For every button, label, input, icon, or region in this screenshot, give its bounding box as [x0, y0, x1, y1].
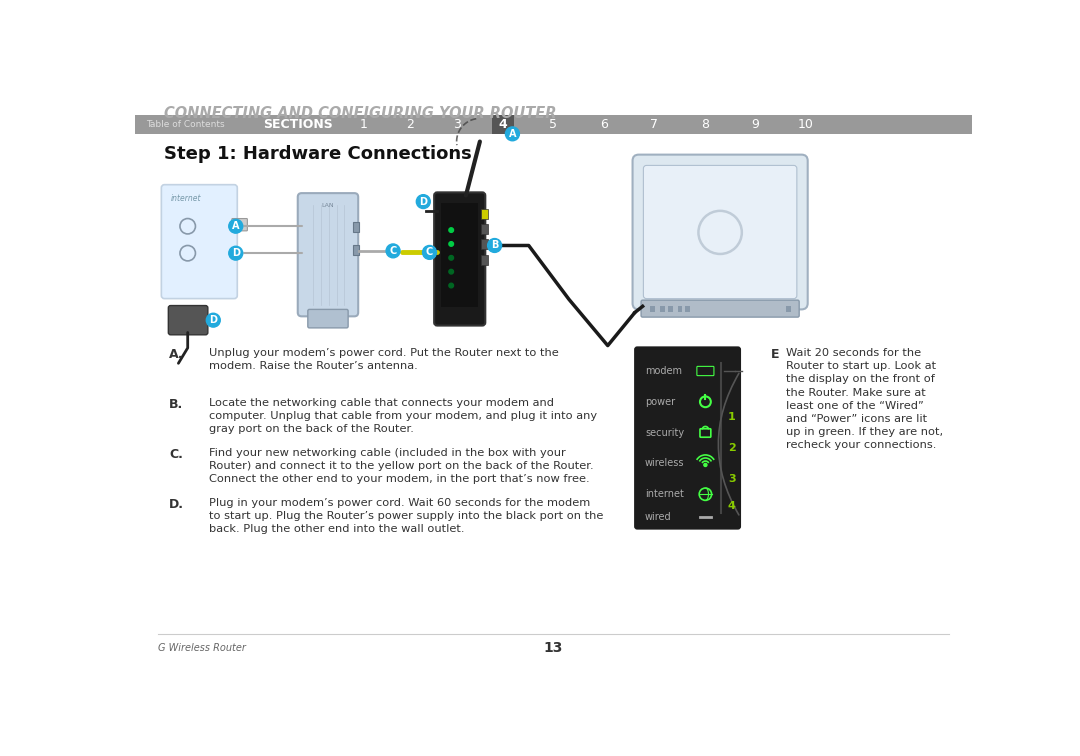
Text: wireless: wireless [645, 458, 685, 469]
Text: LAN: LAN [322, 203, 335, 208]
Text: 10: 10 [797, 118, 813, 131]
Text: 8: 8 [701, 118, 708, 131]
Text: Unplug your modem’s power cord. Put the Router next to the
modem. Raise the Rout: Unplug your modem’s power cord. Put the … [208, 348, 558, 371]
FancyBboxPatch shape [161, 184, 238, 299]
Circle shape [422, 246, 436, 259]
Text: Wait 20 seconds for the
Router to start up. Look at
the display on the front of
: Wait 20 seconds for the Router to start … [786, 348, 943, 451]
Circle shape [416, 195, 430, 209]
FancyBboxPatch shape [481, 255, 488, 265]
Text: D.: D. [170, 498, 184, 511]
Text: C: C [426, 247, 433, 258]
FancyBboxPatch shape [232, 218, 247, 231]
FancyBboxPatch shape [661, 306, 665, 312]
FancyBboxPatch shape [492, 116, 514, 134]
Text: Plug in your modem’s power cord. Wait 60 seconds for the modem
to start up. Plug: Plug in your modem’s power cord. Wait 60… [208, 498, 603, 534]
Text: A: A [232, 222, 240, 231]
FancyBboxPatch shape [481, 209, 488, 218]
Text: 4: 4 [728, 500, 735, 511]
Text: 1: 1 [728, 412, 735, 422]
Circle shape [449, 269, 454, 274]
Circle shape [229, 246, 243, 260]
Text: 3: 3 [453, 118, 460, 131]
FancyBboxPatch shape [644, 166, 797, 299]
Circle shape [206, 313, 220, 327]
Text: Step 1: Hardware Connections: Step 1: Hardware Connections [164, 145, 472, 163]
Text: wired: wired [645, 513, 672, 522]
FancyBboxPatch shape [633, 155, 808, 309]
Text: Locate the networking cable that connects your modem and
computer. Unplug that c: Locate the networking cable that connect… [208, 398, 597, 435]
Text: B: B [491, 240, 498, 250]
Text: 2: 2 [406, 118, 414, 131]
FancyBboxPatch shape [441, 203, 478, 307]
Text: internet: internet [645, 489, 684, 499]
FancyBboxPatch shape [135, 116, 972, 134]
Circle shape [488, 239, 501, 253]
FancyBboxPatch shape [685, 306, 690, 312]
FancyBboxPatch shape [481, 224, 488, 234]
Text: 2: 2 [728, 443, 735, 453]
Text: A.: A. [170, 348, 184, 361]
Text: 7: 7 [650, 118, 658, 131]
FancyBboxPatch shape [308, 309, 348, 328]
Text: 6: 6 [599, 118, 608, 131]
Text: CONNECTING AND CONFIGURING YOUR ROUTER: CONNECTING AND CONFIGURING YOUR ROUTER [164, 106, 557, 121]
FancyBboxPatch shape [168, 305, 207, 335]
Text: G Wireless Router: G Wireless Router [159, 643, 246, 653]
FancyBboxPatch shape [650, 306, 656, 312]
Circle shape [505, 127, 519, 141]
Text: 1: 1 [360, 118, 367, 131]
Text: 9: 9 [751, 118, 759, 131]
Text: D: D [419, 197, 428, 206]
FancyBboxPatch shape [298, 193, 359, 316]
Circle shape [449, 242, 454, 246]
Circle shape [704, 463, 707, 466]
Text: SECTIONS: SECTIONS [262, 118, 333, 131]
Text: 5: 5 [550, 118, 557, 131]
FancyBboxPatch shape [353, 222, 359, 231]
Text: security: security [645, 428, 684, 438]
Circle shape [449, 284, 454, 288]
Circle shape [449, 228, 454, 232]
Text: 4: 4 [499, 118, 508, 131]
Text: 3: 3 [728, 474, 735, 484]
Circle shape [387, 244, 400, 258]
FancyBboxPatch shape [677, 306, 683, 312]
FancyBboxPatch shape [434, 192, 485, 326]
Text: Table of Contents: Table of Contents [146, 120, 225, 129]
FancyBboxPatch shape [353, 246, 359, 255]
Text: C.: C. [170, 448, 183, 461]
Text: B.: B. [170, 398, 184, 411]
FancyBboxPatch shape [481, 240, 488, 249]
FancyBboxPatch shape [669, 306, 673, 312]
Text: C: C [390, 246, 396, 256]
FancyBboxPatch shape [786, 306, 791, 312]
Circle shape [229, 219, 243, 233]
Text: 13: 13 [544, 641, 563, 655]
Text: A: A [509, 129, 516, 139]
Text: D: D [210, 315, 217, 325]
Text: D: D [232, 248, 240, 259]
FancyBboxPatch shape [634, 346, 741, 530]
Text: modem: modem [645, 366, 681, 376]
Text: power: power [645, 397, 675, 407]
FancyBboxPatch shape [642, 300, 799, 317]
Circle shape [449, 256, 454, 260]
Text: E: E [770, 348, 779, 361]
Text: internet: internet [171, 194, 201, 203]
Text: Find your new networking cable (included in the box with your
Router) and connec: Find your new networking cable (included… [208, 448, 593, 485]
